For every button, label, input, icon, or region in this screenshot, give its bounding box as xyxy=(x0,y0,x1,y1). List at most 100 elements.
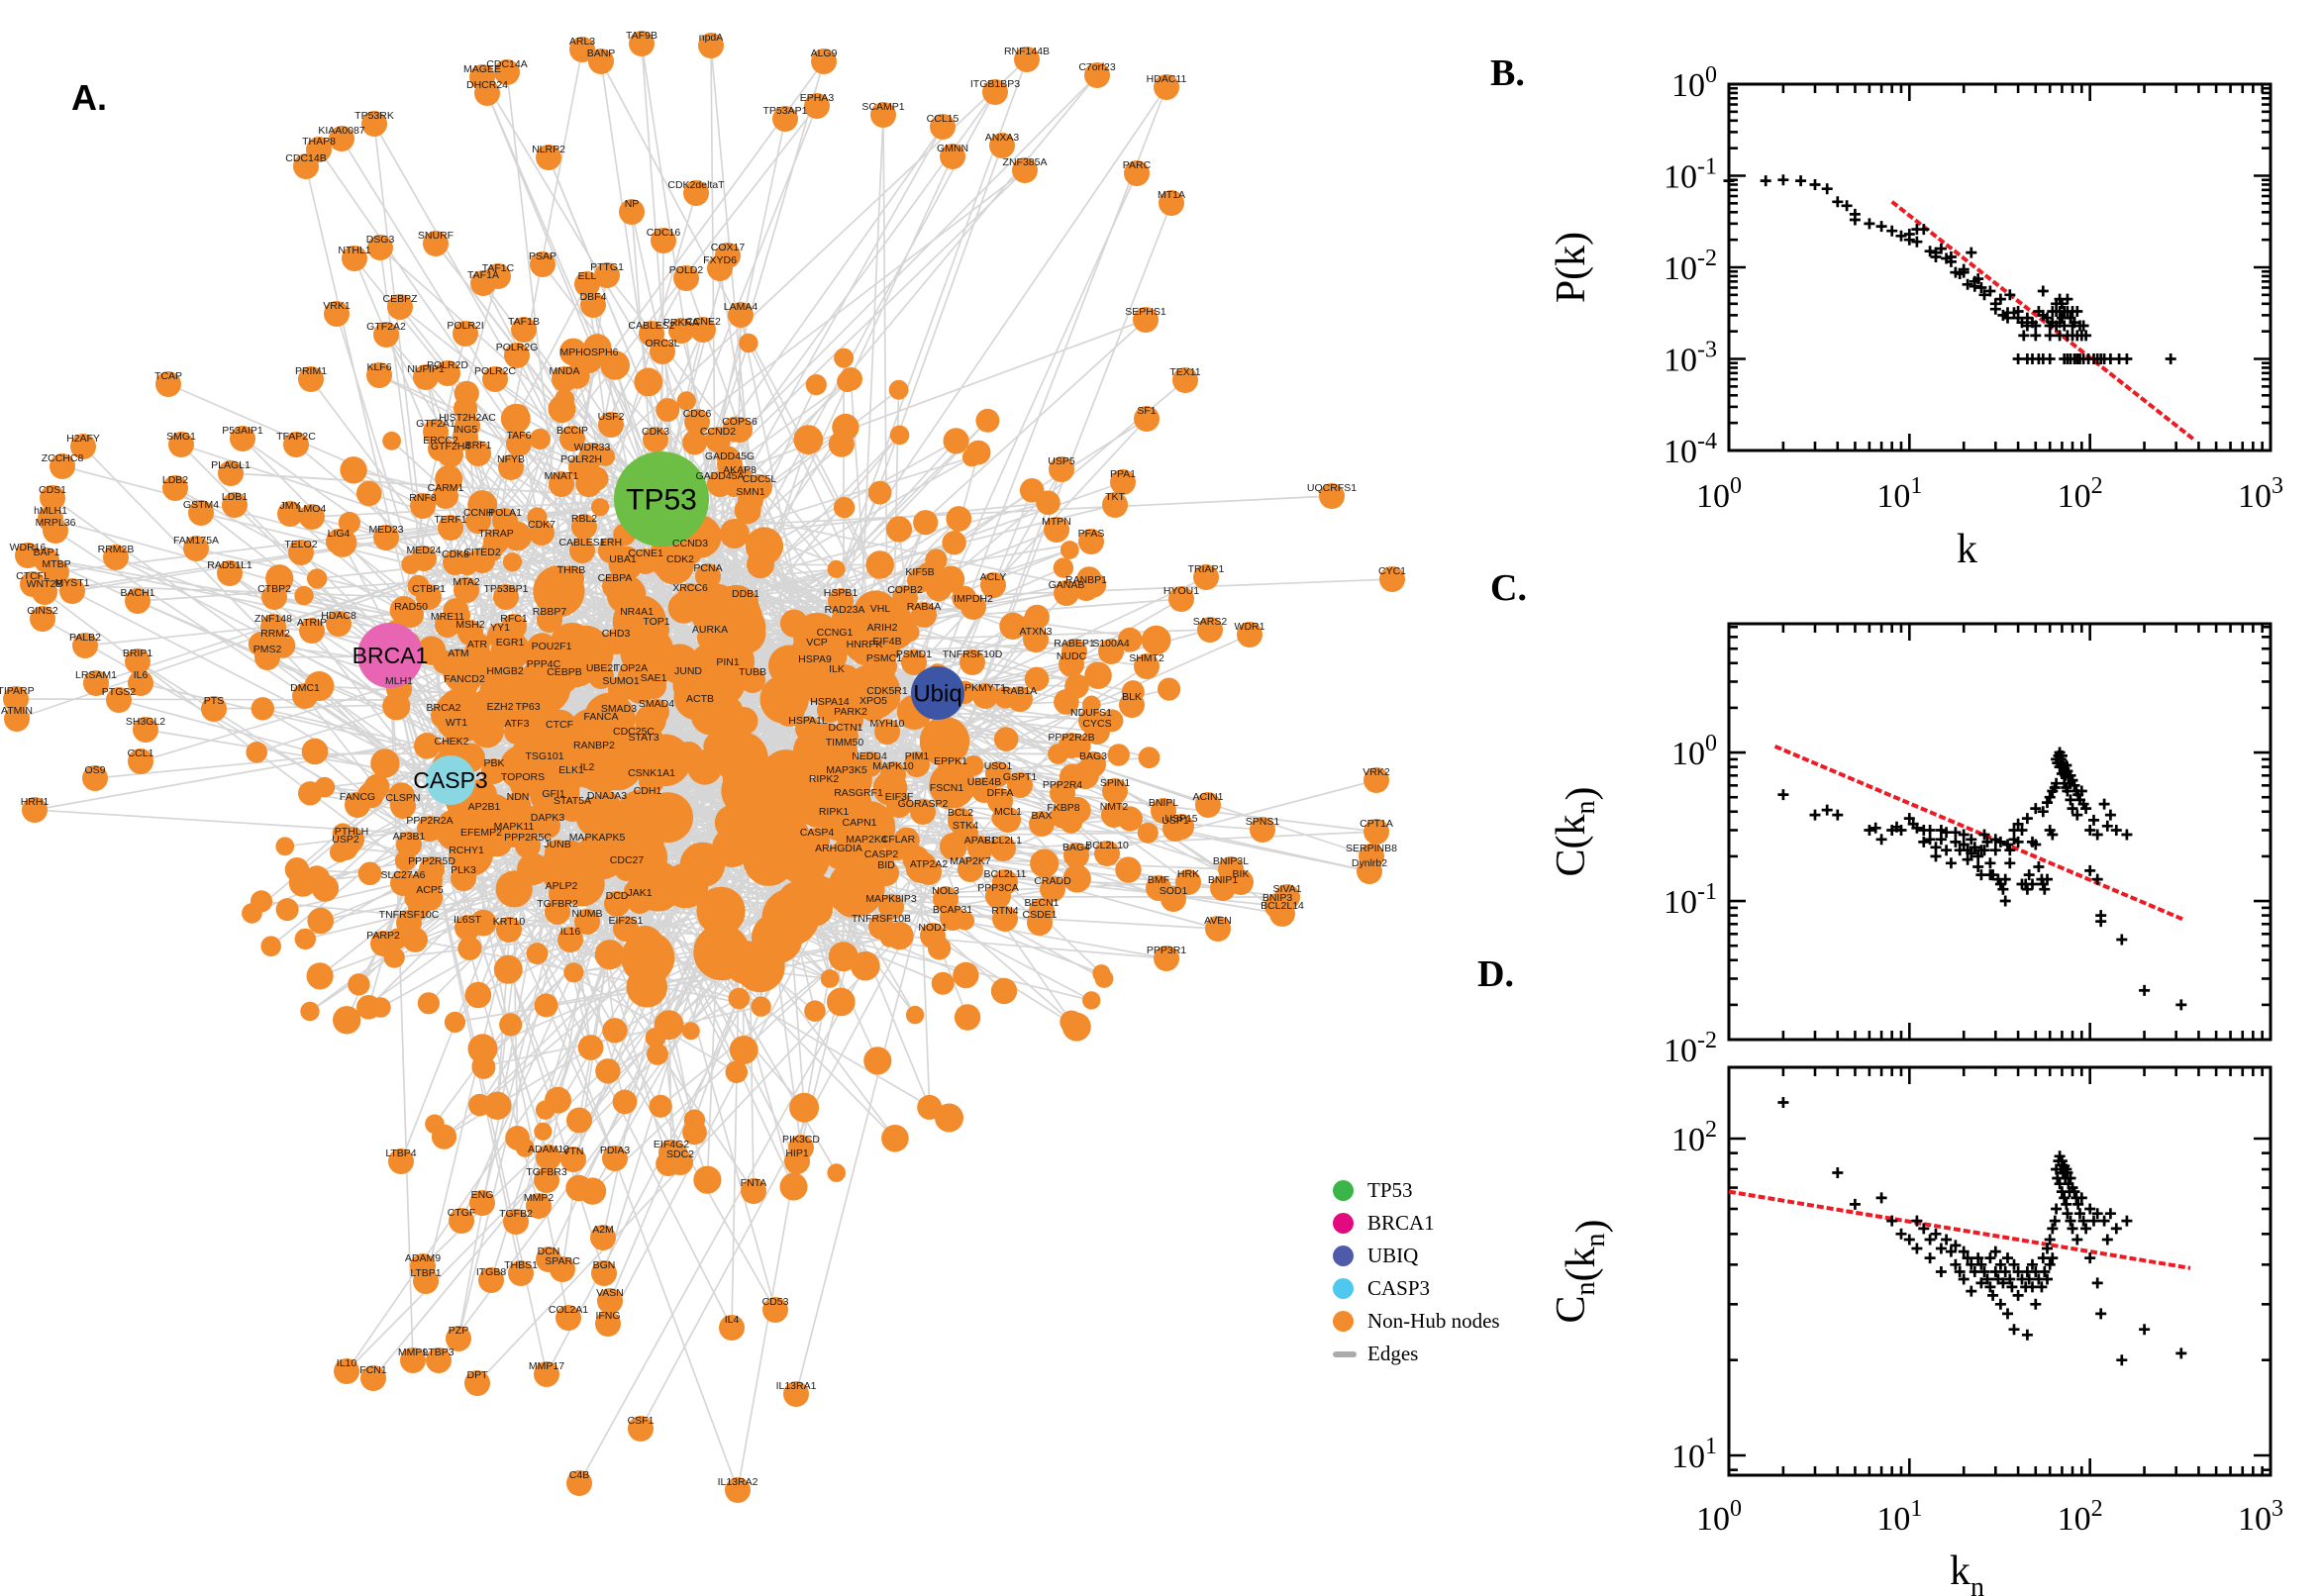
network-node xyxy=(439,737,464,762)
node-label: BRIP1 xyxy=(123,648,153,659)
node-label: BECN1 xyxy=(1024,897,1059,909)
network-node xyxy=(504,343,530,368)
network-node xyxy=(504,719,530,745)
network-node xyxy=(360,1365,386,1391)
node-label: SMAD3 xyxy=(601,703,637,715)
network-node xyxy=(329,126,354,151)
network-node xyxy=(916,859,942,885)
network-node xyxy=(868,914,894,940)
network-node xyxy=(367,235,393,260)
axis-tick-label: 10-4 xyxy=(1664,429,1717,470)
network-node xyxy=(370,931,396,956)
network-node xyxy=(967,836,993,861)
node-label: COX17 xyxy=(711,242,746,253)
axis-tick-label: 101 xyxy=(1876,473,1922,515)
node-label: NUFIP1 xyxy=(407,363,445,375)
node-label: CTCF xyxy=(546,719,573,731)
x-axis-title: k xyxy=(1957,527,1977,572)
network-node xyxy=(201,696,227,722)
network-node xyxy=(454,577,479,603)
legend-label: Edges xyxy=(1367,1342,1419,1365)
node-label: CASP4 xyxy=(800,827,835,839)
node-label: GANAB xyxy=(1049,579,1085,591)
node-label: EPHA3 xyxy=(800,92,835,104)
network-node xyxy=(705,427,731,452)
node-label: PLK3 xyxy=(451,864,476,876)
legend-item-non-hub-nodes: Non-Hub nodes xyxy=(1333,1305,1500,1338)
network-node xyxy=(1193,564,1219,590)
network-node xyxy=(989,133,1015,158)
network-node xyxy=(298,366,324,392)
node-label: HSPA1L xyxy=(788,715,828,727)
network-node xyxy=(867,604,893,630)
axis-tick-label: 102 xyxy=(2058,1496,2103,1538)
node-label: HMGB2 xyxy=(486,665,524,677)
node-label: TP63 xyxy=(515,701,540,713)
node-label: NOD1 xyxy=(918,922,947,934)
node-label: RBL2 xyxy=(571,513,597,525)
network-node xyxy=(557,927,583,952)
hub-node-tp53 xyxy=(614,451,709,547)
axis-tick-label: 10-1 xyxy=(1664,154,1717,196)
network-node xyxy=(644,699,669,725)
scatter-points xyxy=(1777,1097,2187,1366)
node-label: BANP xyxy=(587,48,616,59)
node-label: IL2 xyxy=(580,761,595,773)
network-node xyxy=(727,417,753,443)
node-label: LMO4 xyxy=(298,503,327,515)
network-node xyxy=(464,1370,490,1396)
network-node xyxy=(188,500,214,526)
node-label: CTGF xyxy=(448,1207,476,1219)
network-node xyxy=(449,1208,474,1234)
node-label: DCD xyxy=(606,890,629,902)
network-node xyxy=(1168,814,1194,840)
network-node xyxy=(795,716,821,742)
network-node xyxy=(860,696,886,722)
network-node xyxy=(515,833,541,858)
node-label: CRADD xyxy=(1034,875,1071,887)
node-label: BMF xyxy=(1148,874,1169,886)
node-label: CDK7 xyxy=(528,519,556,531)
node-label: HIP1 xyxy=(785,1147,809,1159)
node-label: FSCN1 xyxy=(930,782,964,794)
network-node xyxy=(534,1167,559,1193)
node-label: SUMO1 xyxy=(602,675,640,687)
node-label: CCNE1 xyxy=(628,548,663,559)
network-node xyxy=(3,686,29,712)
node-label: AURKA xyxy=(692,624,728,636)
node-label: MAP2K7 xyxy=(950,855,991,867)
node-label: H2AFY xyxy=(66,433,100,445)
node-label: BAG3 xyxy=(1079,750,1107,762)
node-label: PFAS xyxy=(1078,528,1105,540)
node-label: SCAMP1 xyxy=(861,101,904,113)
node-label: PSAP xyxy=(529,250,556,262)
network-node xyxy=(487,702,513,728)
node-label: SPARC xyxy=(545,1255,580,1267)
network-node xyxy=(804,828,830,853)
network-node xyxy=(1023,627,1049,652)
network-node xyxy=(619,199,645,225)
axis-tick-label: 10-2 xyxy=(1664,1028,1717,1069)
network-node xyxy=(910,799,936,825)
node-label: JUNB xyxy=(544,839,570,850)
node-label: POLD2 xyxy=(669,264,704,276)
network-node xyxy=(1172,367,1198,393)
network-node xyxy=(590,1225,616,1250)
node-label: SPNS1 xyxy=(1246,816,1280,828)
network-node xyxy=(494,59,520,85)
node-label: TRIAP1 xyxy=(1188,563,1225,575)
node-label: VHL xyxy=(870,603,891,615)
node-label: PARK2 xyxy=(834,706,867,718)
node-label: SARS2 xyxy=(1193,616,1228,628)
node-label: CITED2 xyxy=(463,547,501,558)
node-label: CASP2 xyxy=(864,848,899,860)
network-node xyxy=(493,584,519,610)
node-label: ADAM12 xyxy=(528,1144,569,1155)
network-node xyxy=(846,788,871,814)
network-node xyxy=(155,371,181,397)
node-label: DHCR24 xyxy=(466,79,508,91)
node-label: EIF2S1 xyxy=(608,915,643,927)
node-label: USP2 xyxy=(332,834,359,846)
